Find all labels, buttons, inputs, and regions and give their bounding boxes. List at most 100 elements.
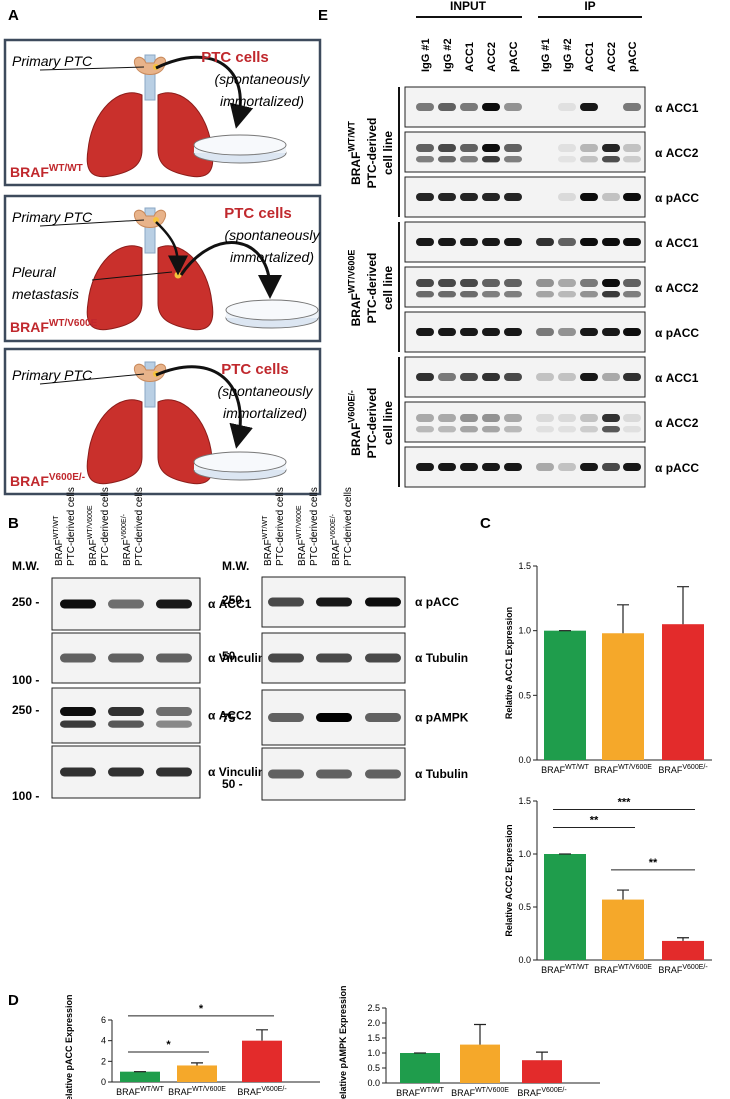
- x-tick-label: BRAFWT/V600E: [451, 1087, 509, 1098]
- text-base: BRAF: [237, 1087, 262, 1097]
- blot-band: [268, 597, 304, 607]
- blot-band: [460, 328, 478, 336]
- cell-line-label: PTC-derived: [365, 388, 379, 459]
- blot-band: [623, 291, 641, 298]
- blot-band: [108, 767, 144, 777]
- blot-band: [504, 414, 522, 422]
- blot-band: [602, 193, 620, 201]
- blot-band: [623, 426, 641, 433]
- lung-right: [157, 92, 214, 178]
- blot-band: [623, 373, 641, 381]
- error-bar: [191, 1062, 203, 1066]
- text-base: BRAF: [10, 319, 49, 335]
- y-tick-label: 0.5: [518, 690, 531, 700]
- lung-left: [86, 399, 143, 485]
- cells-note: immortalized): [223, 405, 307, 421]
- blot-band: [460, 373, 478, 381]
- blot-band: [623, 463, 641, 471]
- bar: [242, 1040, 282, 1082]
- blot-band: [156, 767, 192, 777]
- mw-label: 100 -: [12, 673, 39, 687]
- blot-band: [504, 279, 522, 287]
- blot-band: [623, 103, 641, 111]
- error-bar: [536, 1051, 548, 1061]
- blot-band: [623, 193, 641, 201]
- blot-band: [438, 103, 456, 111]
- blot-band: [536, 279, 554, 287]
- text-superscript: WT/V600E: [475, 1087, 509, 1094]
- cell-line-label: cell line: [381, 401, 395, 445]
- x-tick-label: BRAFV600E/-: [658, 764, 708, 775]
- blot-band: [602, 414, 620, 422]
- antibody-label: α pACC: [415, 595, 459, 609]
- y-tick-label: 1.0: [518, 626, 531, 636]
- text-base: BRAF: [54, 539, 65, 566]
- blot-band: [482, 463, 500, 471]
- lane-genotype: BRAFWT/WT: [53, 515, 65, 566]
- group-header: IP: [584, 0, 595, 13]
- arrow: [179, 241, 282, 299]
- blot-band: [460, 414, 478, 422]
- lane-label: IgG #1: [540, 38, 552, 72]
- blot-band: [504, 156, 522, 163]
- blot-band: [602, 373, 620, 381]
- y-tick-label: 2: [101, 1056, 106, 1066]
- y-tick-label: 1.5: [518, 561, 531, 571]
- blot-band: [536, 328, 554, 336]
- text-base: BRAF: [168, 1087, 193, 1097]
- blot-band: [268, 769, 304, 779]
- cell-line-genotype: BRAFV600E/-: [347, 390, 363, 456]
- blot-band: [558, 414, 576, 422]
- panel-label: C: [480, 515, 491, 532]
- blot-band: [482, 426, 500, 433]
- thyroid: [133, 363, 167, 382]
- antibody-label: α Tubulin: [415, 767, 468, 781]
- blot-band: [416, 373, 434, 381]
- mw-label: 100 -: [12, 789, 39, 803]
- blot-band: [504, 463, 522, 471]
- blot-band: [602, 291, 620, 298]
- blot-band: [623, 328, 641, 336]
- blot-band: [460, 193, 478, 201]
- bar: [662, 940, 704, 960]
- cell-line-genotype: BRAFWT/WT: [347, 121, 363, 185]
- blot-band: [482, 193, 500, 201]
- panel-a-box: [3, 38, 322, 187]
- blot-band: [416, 291, 434, 298]
- blot-band: [365, 597, 401, 607]
- blot-band: [416, 463, 434, 471]
- text-superscript: WT/WT: [347, 121, 357, 152]
- blot-band: [416, 156, 434, 163]
- blot-band: [536, 238, 554, 246]
- blot-band: [460, 103, 478, 111]
- significance-label: ***: [618, 796, 632, 808]
- antibody-label: α pACC: [655, 461, 699, 475]
- blot-band: [438, 156, 456, 163]
- text-superscript: WT/V600E: [618, 964, 652, 971]
- blot-band: [60, 767, 96, 777]
- blot-band: [416, 144, 434, 152]
- dish-top: [193, 134, 287, 156]
- lane-label: pACC: [627, 41, 639, 72]
- blot-band: [482, 414, 500, 422]
- blot-band: [580, 373, 598, 381]
- blot-band: [316, 653, 352, 663]
- blot-band: [580, 193, 598, 201]
- lung-illustration: [86, 54, 214, 178]
- error-bar: [617, 604, 629, 634]
- lane-label: PTC-derived cells: [343, 487, 354, 566]
- blot-band: [416, 279, 434, 287]
- blot-band: [558, 291, 576, 298]
- blot-band: [504, 426, 522, 433]
- lane-label: PTC-derived cells: [275, 487, 286, 566]
- text-superscript: WT/WT: [565, 764, 589, 771]
- blot-band: [438, 144, 456, 152]
- y-tick-label: 0.5: [518, 902, 531, 912]
- antibody-label: α ACC1: [655, 371, 699, 385]
- blot-band: [482, 291, 500, 298]
- pointer-line: [39, 373, 145, 385]
- blot-band: [108, 599, 144, 609]
- lane-genotype: BRAFV600E/-: [330, 513, 342, 566]
- blot-band: [316, 769, 352, 779]
